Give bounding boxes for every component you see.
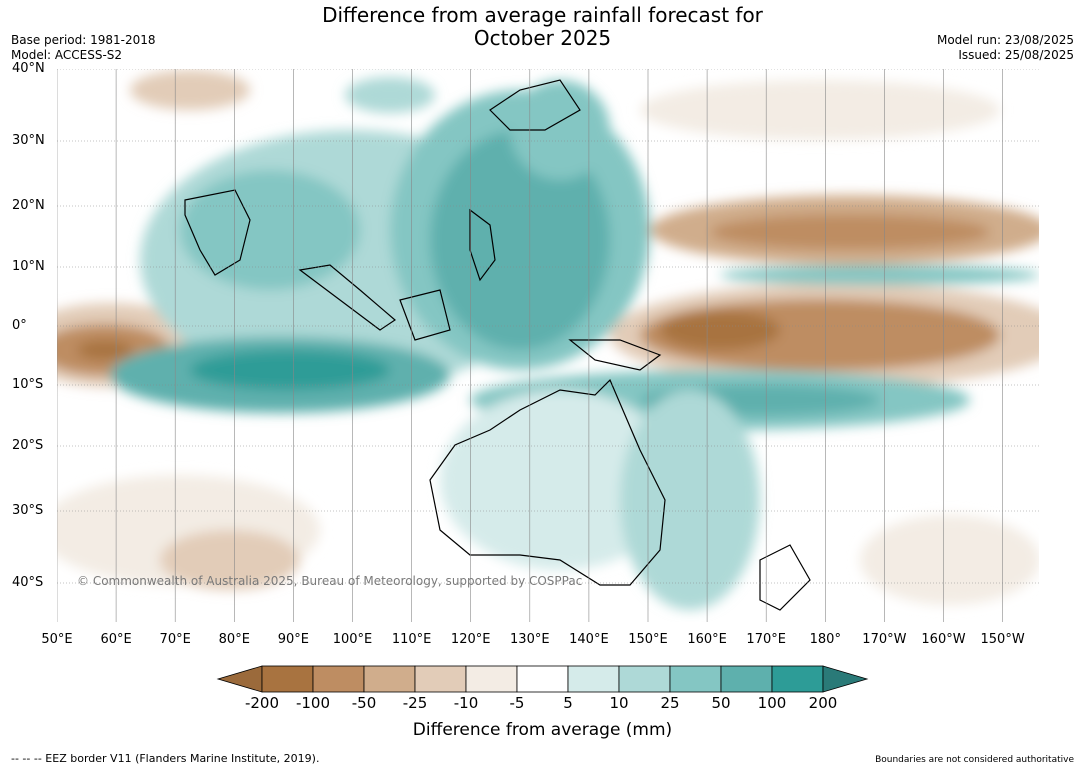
wet-region-tasman-sea (620, 390, 760, 610)
colorbar-tick-label: -50 (351, 694, 377, 712)
colorbar (216, 665, 869, 693)
title-line-1: Difference from average rainfall forecas… (322, 3, 763, 27)
lat-label: 30°N (12, 133, 45, 148)
lon-label: 170°W (862, 632, 907, 647)
lon-label: 160°E (687, 632, 727, 647)
wet-region-east-asia-north (345, 77, 435, 113)
graticule (57, 69, 1039, 622)
colorbar-tick-label: 200 (808, 694, 838, 712)
wet-region-japan-south (510, 80, 610, 180)
colorbar-swatch (312, 665, 365, 693)
dry-peak-central-pacific (660, 310, 780, 350)
wet-band-north-pacific-itcz (720, 265, 1039, 285)
colorbar-high-extend (822, 665, 869, 693)
australia-outline (429, 378, 666, 586)
lon-label: 100°E (332, 632, 373, 647)
weak-dry-north-pacific (640, 80, 1000, 140)
japan-korea-outline (489, 79, 581, 131)
colorbar-tick-label: -200 (244, 694, 280, 712)
dry-region-central-asia (130, 70, 250, 110)
colorbar-tick-label: 10 (609, 694, 629, 712)
dry-peak-west-indian-ocean (77, 340, 133, 360)
lon-label: 150°E (628, 632, 668, 647)
colorbar-label: Difference from average (mm) (412, 720, 673, 740)
philippines-outline (469, 208, 496, 282)
colorbar-tick-label: 25 (660, 694, 680, 712)
lat-label: 10°S (12, 377, 44, 392)
colorbar-swatch (465, 665, 518, 693)
colorbar-tick-label: -100 (295, 694, 331, 712)
colorbar-swatch (363, 665, 416, 693)
lon-label: 130°E (510, 632, 550, 647)
boundaries-disclaimer: Boundaries are not considered authoritat… (875, 755, 1074, 765)
colorbar-tick-label: -5 (509, 694, 525, 712)
lat-label: 0° (12, 318, 27, 333)
colorbar-tick-label: 100 (757, 694, 787, 712)
weak-dry-south-pacific (860, 515, 1039, 605)
wet-core-west-pacific (430, 130, 610, 350)
lon-label: 70°E (159, 632, 191, 647)
lon-label: 80°E (218, 632, 250, 647)
colorbar-tick-label: -10 (453, 694, 479, 712)
lat-label: 20°N (12, 198, 45, 213)
model-text: Model: ACCESS-S2 (11, 48, 123, 62)
lon-label: 140°E (569, 632, 609, 647)
colorbar-swatch (771, 665, 824, 693)
lon-label: 120°E (450, 632, 491, 647)
title-line-2: October 2025 (473, 26, 612, 50)
dry-region-southern-indian-ocean (160, 530, 300, 590)
map-title: Difference from average rainfall forecas… (0, 4, 1085, 50)
new-guinea-outline (568, 339, 662, 371)
wet-core-eastern-indian-ocean (190, 350, 390, 390)
lon-label: 180° (809, 632, 841, 647)
colorbar-swatch (516, 665, 569, 693)
lon-label: 110°E (391, 632, 432, 647)
lon-label: 90°E (277, 632, 310, 647)
coastlines (184, 79, 811, 611)
lon-label: 60°E (100, 632, 132, 647)
lon-label: 50°E (41, 632, 73, 647)
borneo-outline (399, 289, 451, 341)
lat-label: 20°S (12, 438, 44, 453)
india-outline (184, 189, 251, 276)
lon-label: 150°W (980, 632, 1025, 647)
right-metadata: Model run: 23/08/2025 Issued: 25/08/2025 (937, 33, 1074, 63)
colorbar-swatch (261, 665, 314, 693)
eez-border-note: -- -- -- EEZ border V11 (Flanders Marine… (11, 752, 320, 765)
lon-label: 160°W (921, 632, 966, 647)
dry-core-north-pacific (710, 214, 990, 250)
colorbar-low-extend (216, 665, 263, 693)
weak-wet-australia (440, 390, 680, 570)
sumatra-outline (298, 264, 396, 331)
colorbar-tick-label: -25 (402, 694, 428, 712)
new-zealand-outline (759, 544, 811, 611)
anomaly-field (57, 69, 1039, 622)
colorbar-swatch (720, 665, 773, 693)
base-period-text: Base period: 1981-2018 (11, 33, 156, 47)
lat-label: 40°S (12, 575, 44, 590)
lat-label: 40°N (12, 61, 45, 76)
colorbar-swatch (567, 665, 620, 693)
colorbar-swatch (414, 665, 467, 693)
lat-label: 30°S (12, 503, 44, 518)
wet-region-bay-of-bengal (180, 170, 360, 290)
left-metadata: Base period: 1981-2018 Model: ACCESS-S2 (11, 33, 156, 63)
colorbar-tick-label: 5 (563, 694, 573, 712)
issued-text: Issued: 25/08/2025 (958, 48, 1074, 62)
model-run-text: Model run: 23/08/2025 (936, 33, 1074, 47)
lat-label: 10°N (12, 259, 45, 274)
colorbar-swatch (669, 665, 722, 693)
lon-label: 170°E (746, 632, 786, 647)
copyright-text: © Commonwealth of Australia 2025, Bureau… (77, 574, 583, 588)
colorbar-swatch (618, 665, 671, 693)
colorbar-tick-label: 50 (711, 694, 731, 712)
